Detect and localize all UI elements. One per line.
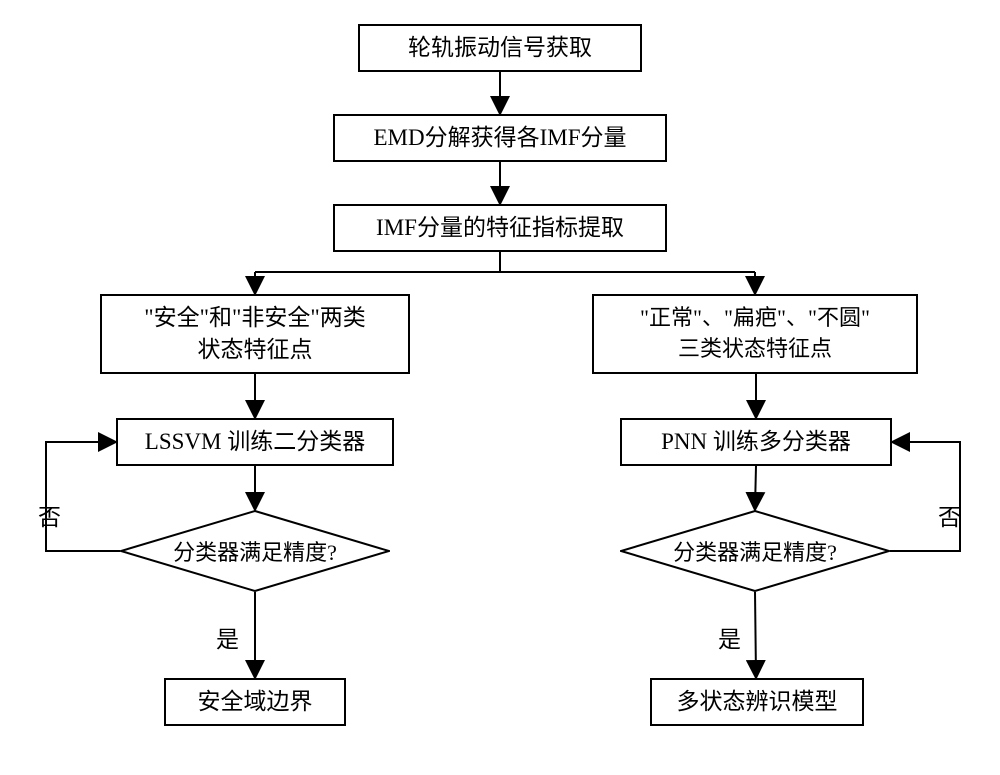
node-n9: 多状态辨识模型 bbox=[650, 678, 864, 726]
node-n8: 安全域边界 bbox=[164, 678, 346, 726]
label-no-left: 否 bbox=[38, 498, 61, 532]
node-n5: "正常"、"扁疤"、"不圆" 三类状态特征点 bbox=[592, 294, 918, 374]
label-yes-left: 是 bbox=[216, 620, 239, 654]
decision-d1-text: 分类器满足精度? bbox=[173, 535, 337, 567]
node-n4: "安全"和"非安全"两类 状态特征点 bbox=[100, 294, 410, 374]
node-n4-text: "安全"和"非安全"两类 状态特征点 bbox=[144, 302, 366, 366]
node-n6: LSSVM 训练二分类器 bbox=[116, 418, 394, 466]
label-yes-right: 是 bbox=[718, 620, 741, 654]
node-n1: 轮轨振动信号获取 bbox=[358, 24, 642, 72]
label-no-right: 否 bbox=[938, 498, 961, 532]
decision-d1: 分类器满足精度? bbox=[120, 510, 390, 592]
node-n8-text: 安全域边界 bbox=[198, 686, 313, 718]
decision-d2-text: 分类器满足精度? bbox=[673, 535, 837, 567]
node-n7: PNN 训练多分类器 bbox=[620, 418, 892, 466]
node-n7-text: PNN 训练多分类器 bbox=[661, 426, 851, 458]
node-n5-text: "正常"、"扁疤"、"不圆" 三类状态特征点 bbox=[640, 303, 870, 365]
node-n3-text: IMF分量的特征指标提取 bbox=[376, 212, 624, 244]
node-n2-text: EMD分解获得各IMF分量 bbox=[373, 122, 626, 154]
decision-d2: 分类器满足精度? bbox=[620, 510, 890, 592]
node-n1-text: 轮轨振动信号获取 bbox=[408, 32, 592, 64]
node-n3: IMF分量的特征指标提取 bbox=[333, 204, 667, 252]
node-n6-text: LSSVM 训练二分类器 bbox=[145, 426, 365, 458]
node-n9-text: 多状态辨识模型 bbox=[677, 686, 838, 718]
node-n2: EMD分解获得各IMF分量 bbox=[333, 114, 667, 162]
